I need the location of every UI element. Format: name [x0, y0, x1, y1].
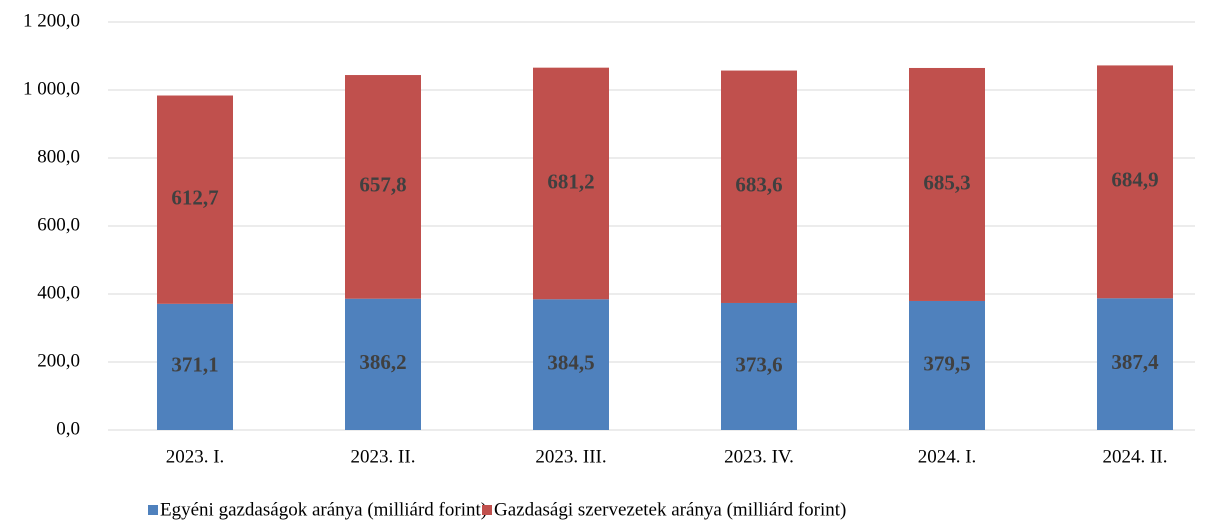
- y-tick-label: 0,0: [56, 418, 80, 439]
- data-label: 683,6: [735, 173, 782, 197]
- bar-segment: [345, 75, 421, 299]
- bar-segment: [533, 67, 609, 300]
- y-tick-label: 600,0: [37, 214, 80, 235]
- data-label: 371,1: [171, 353, 218, 377]
- legend-label: Gazdasági szervezetek aránya (milliárd f…: [494, 499, 846, 520]
- legend-swatch: [148, 505, 158, 515]
- data-label: 373,6: [735, 352, 782, 376]
- data-label: 657,8: [359, 173, 406, 197]
- y-tick-label: 800,0: [37, 146, 80, 167]
- y-tick-label: 1 200,0: [23, 10, 80, 31]
- y-tick-label: 200,0: [37, 350, 80, 371]
- bar-segment: [157, 303, 233, 430]
- bar-segment: [909, 300, 985, 430]
- x-tick-label: 2023. I.: [166, 446, 225, 467]
- data-label: 685,3: [923, 170, 970, 194]
- legend-label: Egyéni gazdaságok aránya (milliárd forin…: [160, 499, 487, 520]
- data-label: 684,9: [1111, 168, 1158, 192]
- x-tick-label: 2024. I.: [918, 446, 977, 467]
- x-tick-label: 2023. II.: [351, 446, 416, 467]
- bar-segment: [533, 299, 609, 430]
- bar-segment: [1097, 65, 1173, 299]
- data-label: 612,7: [171, 185, 218, 209]
- legend-swatch: [482, 505, 492, 515]
- bar-segment: [345, 298, 421, 430]
- bar-segment: [721, 302, 797, 430]
- data-label: 386,2: [359, 350, 406, 374]
- bar-segment: [721, 70, 797, 303]
- data-label: 681,2: [547, 169, 594, 193]
- bar-segment: [1097, 298, 1173, 430]
- data-label: 387,4: [1111, 350, 1159, 374]
- bar-segment: [909, 67, 985, 301]
- data-label: 384,5: [547, 350, 594, 374]
- data-label: 379,5: [923, 351, 970, 375]
- x-tick-label: 2024. II.: [1103, 446, 1168, 467]
- bar-segment: [157, 95, 233, 304]
- x-tick-label: 2023. III.: [535, 446, 606, 467]
- y-tick-label: 1 000,0: [23, 78, 80, 99]
- x-tick-label: 2023. IV.: [724, 446, 794, 467]
- y-tick-label: 400,0: [37, 282, 80, 303]
